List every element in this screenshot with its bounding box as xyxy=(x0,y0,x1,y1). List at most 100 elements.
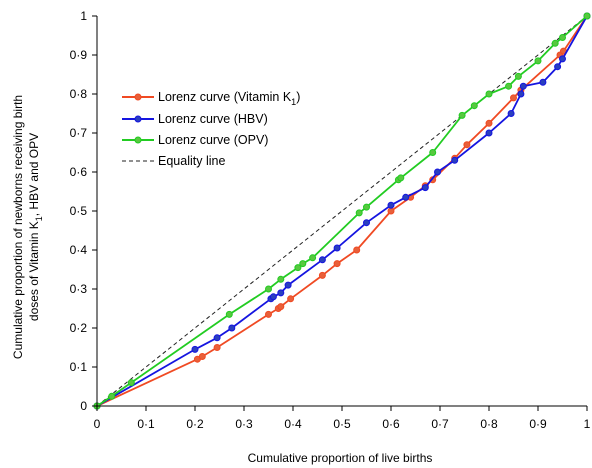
legend-entry-vitamin-k1: Lorenz curve (Vitamin K1) xyxy=(122,90,300,107)
data-point-hbv xyxy=(554,63,562,71)
data-point-vitk xyxy=(277,303,285,311)
x-tick-label: 1 xyxy=(584,417,591,431)
series-equality xyxy=(96,15,588,407)
data-point-opv xyxy=(485,90,493,98)
legend: Lorenz curve (Vitamin K1) Lorenz curve (… xyxy=(122,90,300,168)
x-tick-label: 0 xyxy=(94,417,101,431)
data-point-vitk xyxy=(485,119,493,127)
data-point-opv xyxy=(277,275,285,283)
data-point-hbv xyxy=(434,168,441,176)
data-point-opv xyxy=(534,57,542,65)
legend-entry-opv: Lorenz curve (OPV) xyxy=(122,133,268,147)
y-tick-label: 0·6 xyxy=(70,165,88,179)
legend-entry-hbv: Lorenz curve (HBV) xyxy=(122,112,268,126)
data-point-hbv xyxy=(539,78,547,86)
data-point-opv xyxy=(108,392,116,400)
data-point-vitk xyxy=(387,207,395,215)
legend-label-vitamin-k1: Lorenz curve (Vitamin K1) xyxy=(158,90,300,107)
data-point-opv xyxy=(265,285,272,293)
legend-entry-equality: Equality line xyxy=(122,154,225,168)
data-point-vitk xyxy=(318,271,326,279)
data-point-hbv xyxy=(559,55,566,63)
data-point-vitk xyxy=(510,94,517,102)
data-point-opv xyxy=(355,209,363,217)
series-layer xyxy=(93,12,591,410)
data-point-vitk xyxy=(463,141,471,149)
data-point-opv xyxy=(470,102,478,110)
data-point-hbv xyxy=(387,201,395,209)
x-tick-label: 0·7 xyxy=(431,417,449,431)
data-point-hbv xyxy=(269,293,277,301)
legend-label-equality: Equality line xyxy=(158,154,225,168)
data-point-hbv xyxy=(363,219,370,227)
data-point-opv xyxy=(225,310,233,318)
x-axis-title: Cumulative proportion of live births xyxy=(248,451,433,465)
legend-marker-opv xyxy=(134,136,142,144)
data-point-hbv xyxy=(507,110,515,117)
data-point-vitk xyxy=(198,353,206,360)
legend-marker-vitamin-k1 xyxy=(134,93,142,101)
x-tick-label: 0·3 xyxy=(235,417,253,431)
legend-label-hbv: Lorenz curve (HBV) xyxy=(158,112,268,126)
data-point-hbv xyxy=(485,129,493,137)
data-point-hbv xyxy=(191,345,199,353)
y-tick-label: 1 xyxy=(80,9,87,23)
data-point-opv xyxy=(299,260,307,268)
data-point-vitk xyxy=(353,246,361,254)
data-point-hbv xyxy=(421,184,429,192)
data-point-opv xyxy=(294,264,302,272)
data-point-hbv xyxy=(277,289,285,297)
x-tick-label: 0·1 xyxy=(137,417,155,431)
x-tick-label: 0·5 xyxy=(333,417,351,431)
plot-area: 0 0·1 0·2 0·3 0·4 0·5 0·6 0·7 0·8 0·9 1 0 0·1 0·2 0·3… xyxy=(70,9,591,431)
y-tick-label: 0·7 xyxy=(70,126,88,140)
series-line-equality xyxy=(96,15,588,407)
y-tick-label: 0·4 xyxy=(70,243,88,257)
x-tick-label: 0·6 xyxy=(382,417,400,431)
data-point-opv xyxy=(363,203,370,211)
y-axis-title: Cumulative proportion of newborns receiv… xyxy=(11,95,44,359)
y-tick-label: 0·2 xyxy=(70,321,88,335)
legend-marker-hbv xyxy=(134,115,142,123)
y-tick-label: 0·3 xyxy=(70,282,88,296)
x-tick-label: 0·9 xyxy=(529,417,547,431)
y-tick-label: 0·8 xyxy=(70,87,88,101)
data-point-opv xyxy=(583,12,591,20)
y-tick-label: 0·1 xyxy=(70,360,88,374)
data-point-vitk xyxy=(287,295,295,303)
series-opv xyxy=(93,12,591,410)
x-tick-label: 0·8 xyxy=(480,417,498,431)
data-point-hbv xyxy=(333,244,341,252)
data-point-hbv xyxy=(284,281,292,289)
data-point-vitk xyxy=(265,310,272,318)
y-tick-label: 0·9 xyxy=(70,48,88,62)
data-point-opv xyxy=(309,254,317,262)
data-point-hbv xyxy=(213,334,221,342)
y-axis-title-line-2: doses of Vitamin K1, HBV and OPV xyxy=(27,133,44,321)
legend-label-opv: Lorenz curve (OPV) xyxy=(158,133,268,147)
data-point-hbv xyxy=(451,156,459,164)
data-point-hbv xyxy=(402,193,410,201)
x-tick-label: 0·2 xyxy=(186,417,204,431)
data-point-opv xyxy=(429,149,437,156)
data-point-opv xyxy=(551,39,559,47)
data-point-opv xyxy=(458,111,466,119)
data-point-hbv xyxy=(318,256,326,264)
y-tick-label: 0 xyxy=(80,399,87,413)
y-tick-label: 0·5 xyxy=(70,204,88,218)
data-point-hbv xyxy=(519,82,527,90)
data-point-opv xyxy=(127,379,135,387)
data-point-hbv xyxy=(517,90,525,98)
x-tick-label: 0·4 xyxy=(284,417,302,431)
data-point-opv xyxy=(505,82,513,90)
y-axis-ticks: 0 0·1 0·2 0·3 0·4 0·5 0·6 0·7 0·8 0·9 1 xyxy=(70,9,97,413)
data-point-vitk xyxy=(333,260,341,268)
data-point-opv xyxy=(559,34,566,41)
series-vitk xyxy=(93,12,591,410)
x-axis-ticks: 0 0·1 0·2 0·3 0·4 0·5 0·6 0·7 0·8 0·9 1 xyxy=(94,406,591,431)
data-point-vitk xyxy=(213,344,221,351)
y-axis-title-line-1: Cumulative proportion of newborns receiv… xyxy=(11,95,25,359)
data-point-opv xyxy=(397,174,405,182)
data-point-opv xyxy=(514,72,522,80)
